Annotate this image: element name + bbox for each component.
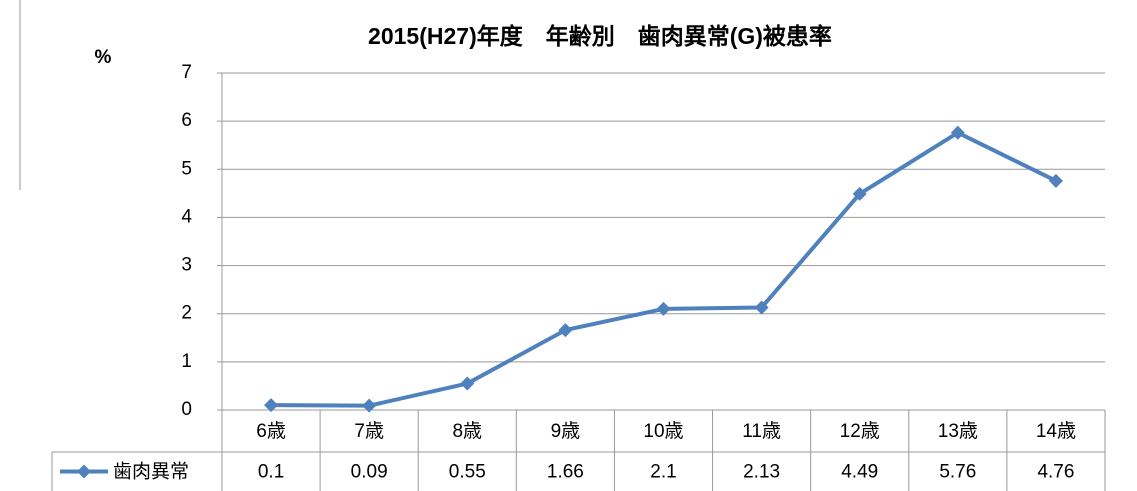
marker [460, 376, 475, 391]
marker [362, 398, 377, 413]
table-value: 0.1 [258, 462, 284, 483]
table-value: 4.76 [1037, 462, 1074, 483]
table-value: 0.09 [351, 462, 388, 483]
x-tick-label: 9歳 [551, 420, 581, 442]
line [271, 130, 1057, 408]
marker [558, 323, 573, 338]
x-tick-label: 12歳 [840, 420, 880, 442]
y-tick-label: 5 [181, 158, 192, 179]
legend-marker [77, 464, 91, 479]
y-tick-label: 0 [181, 399, 192, 420]
table-value: 0.55 [449, 462, 486, 483]
table-value: 5.76 [939, 462, 976, 483]
y-tick-label: 7 [181, 62, 192, 83]
x-tick-label: 13歳 [938, 420, 978, 442]
x-tick-label: 6歳 [256, 420, 286, 442]
x-tick-label: 11歳 [742, 420, 781, 442]
marker [950, 125, 965, 140]
x-tick-label: 10歳 [643, 420, 683, 442]
y-axis-label: % [95, 47, 112, 68]
marker [264, 398, 279, 413]
legend-label: 歯肉異常 [113, 461, 189, 483]
table-value: 1.66 [547, 462, 584, 483]
marker [1048, 173, 1063, 188]
y-tick-label: 4 [181, 206, 192, 227]
x-tick-label: 14歳 [1036, 420, 1076, 442]
y-tick-label: 6 [181, 110, 192, 131]
x-tick-label: 8歳 [452, 420, 482, 442]
marker [656, 301, 671, 316]
y-tick-label: 2 [181, 303, 192, 324]
table-value: 4.49 [841, 462, 878, 483]
chart-title: 2015(H27)年度 年齢別 歯肉異常(G)被患率 [368, 23, 832, 49]
y-tick-label: 1 [181, 351, 192, 372]
y-tick-label: 3 [181, 255, 192, 276]
marker [852, 186, 867, 201]
table-value: 2.13 [743, 462, 780, 483]
table-value: 2.1 [650, 462, 676, 483]
marker [754, 300, 769, 315]
x-tick-label: 7歳 [354, 420, 384, 442]
